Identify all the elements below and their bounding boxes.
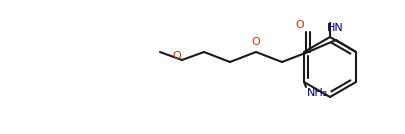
Text: O: O [251, 37, 260, 47]
Text: HN: HN [326, 23, 343, 33]
Text: O: O [295, 20, 304, 30]
Text: O: O [172, 51, 181, 61]
Text: NH₂: NH₂ [306, 88, 328, 98]
